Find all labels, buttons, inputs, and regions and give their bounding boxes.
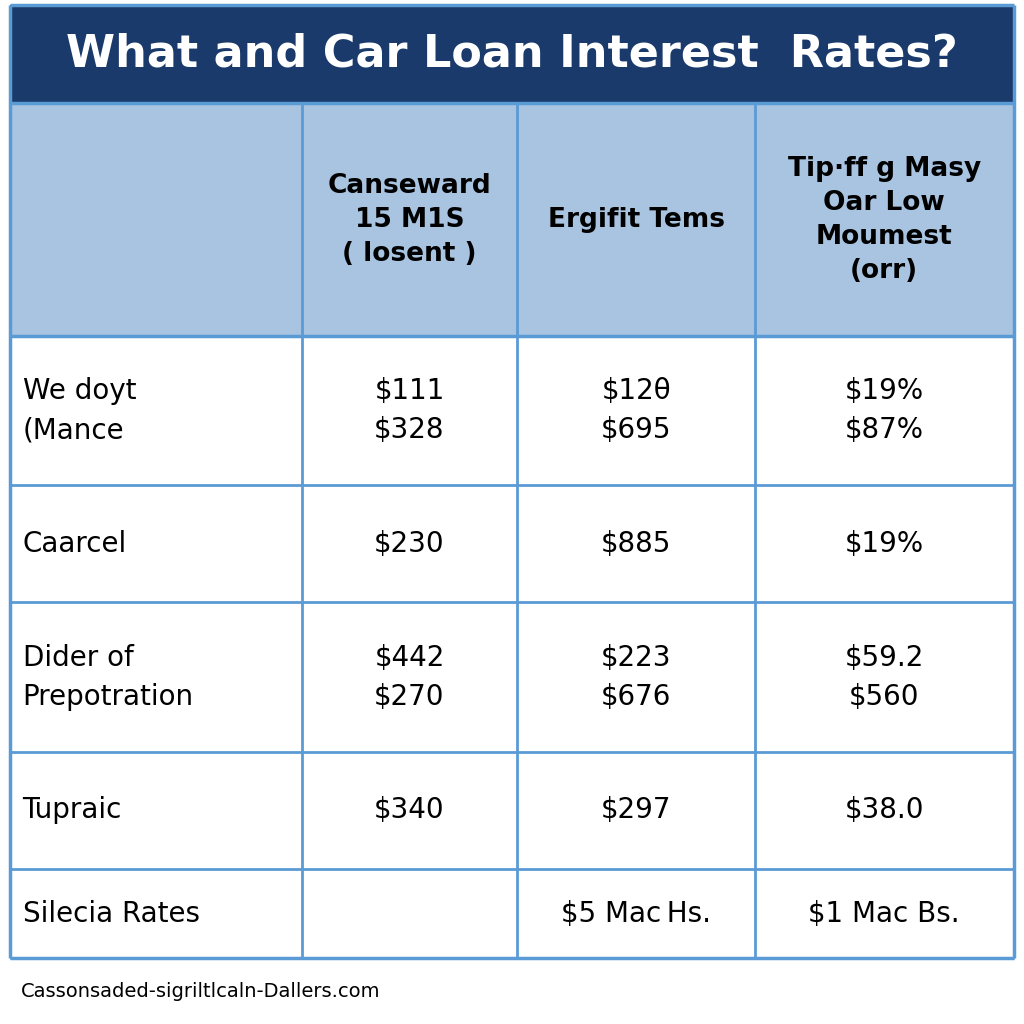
Text: Canseward
15 M1S
( losent ): Canseward 15 M1S ( losent ) xyxy=(328,172,492,266)
Text: Tip·ff g Masy
Oar Low
Moumest
(orr): Tip·ff g Masy Oar Low Moumest (orr) xyxy=(787,156,981,284)
Bar xyxy=(10,336,1014,485)
Text: $111
$328: $111 $328 xyxy=(374,377,444,444)
Bar xyxy=(10,752,1014,868)
Text: $38.0: $38.0 xyxy=(845,797,924,824)
Bar xyxy=(10,602,1014,752)
Text: $59.2
$560: $59.2 $560 xyxy=(845,643,924,711)
Text: $5 Mac Hs.: $5 Mac Hs. xyxy=(561,899,711,928)
Text: $442
$270: $442 $270 xyxy=(374,643,444,711)
Text: What and Car Loan Interest  Rates?: What and Car Loan Interest Rates? xyxy=(67,33,957,76)
Text: $885: $885 xyxy=(601,529,672,558)
Bar xyxy=(10,103,1014,336)
Text: $19%
$87%: $19% $87% xyxy=(845,377,924,444)
Text: $12θ
$695: $12θ $695 xyxy=(601,377,672,444)
Text: Tupraic: Tupraic xyxy=(23,797,122,824)
Bar xyxy=(10,868,1014,958)
Text: $340: $340 xyxy=(374,797,444,824)
Text: $1 Mac Bs.: $1 Mac Bs. xyxy=(809,899,961,928)
Text: $19%: $19% xyxy=(845,529,924,558)
Text: Caarcel: Caarcel xyxy=(23,529,127,558)
Text: $223
$676: $223 $676 xyxy=(601,643,672,711)
Bar xyxy=(10,958,1014,1024)
Text: We doyt
(Mance: We doyt (Mance xyxy=(23,377,136,444)
Bar xyxy=(10,485,1014,602)
Text: Dider of
Prepotration: Dider of Prepotration xyxy=(23,643,194,711)
Text: $230: $230 xyxy=(374,529,444,558)
Text: Cassonsaded-sigriltlcaln-Dallers.com: Cassonsaded-sigriltlcaln-Dallers.com xyxy=(20,982,380,1000)
Text: $297: $297 xyxy=(601,797,672,824)
Text: Silecia Rates: Silecia Rates xyxy=(23,899,200,928)
Bar xyxy=(10,5,1014,103)
Text: Ergifit Tems: Ergifit Tems xyxy=(548,207,725,232)
